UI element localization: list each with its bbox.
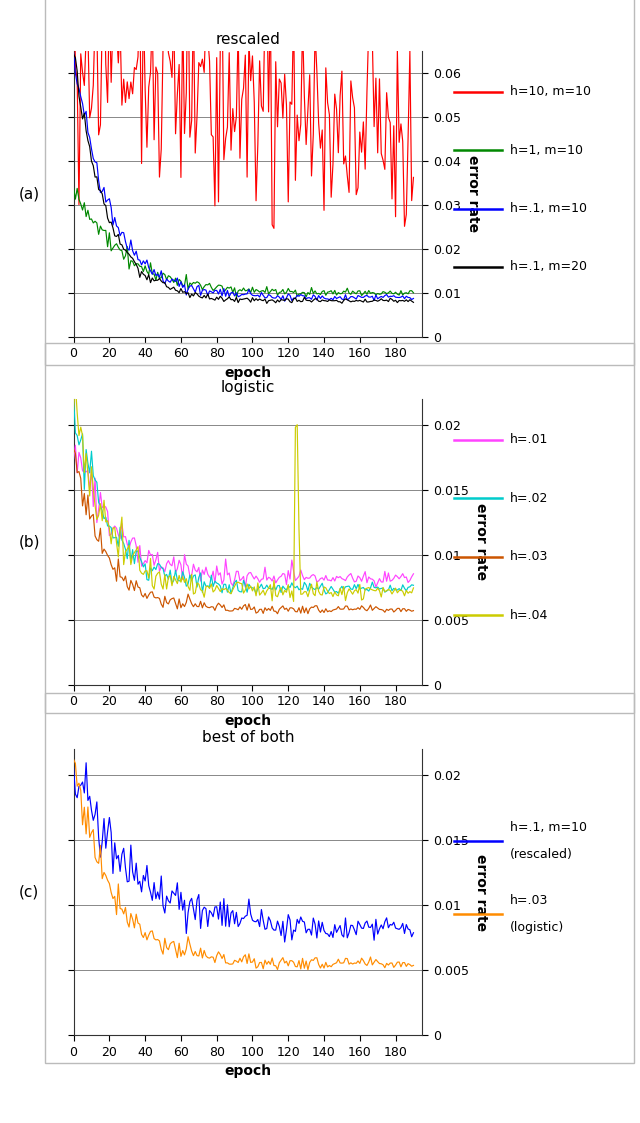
- Text: h=.1, m=20: h=.1, m=20: [510, 261, 587, 274]
- Text: h=.1, m=10: h=.1, m=10: [510, 821, 587, 834]
- Y-axis label: error rate: error rate: [467, 155, 480, 232]
- X-axis label: epoch: epoch: [225, 366, 271, 380]
- Text: h=1, m=10: h=1, m=10: [510, 144, 583, 157]
- Text: h=.03: h=.03: [510, 894, 548, 907]
- Text: (c): (c): [19, 885, 40, 900]
- Text: (a): (a): [19, 186, 40, 201]
- Text: h=.02: h=.02: [510, 492, 548, 505]
- Text: h=10, m=10: h=10, m=10: [510, 85, 591, 99]
- Y-axis label: error rate: error rate: [474, 503, 488, 581]
- Title: best of both: best of both: [202, 730, 294, 745]
- Text: h=.01: h=.01: [510, 433, 548, 447]
- Title: logistic: logistic: [221, 380, 275, 394]
- Text: (logistic): (logistic): [510, 921, 564, 934]
- Y-axis label: error rate: error rate: [474, 853, 488, 931]
- Text: h=.04: h=.04: [510, 609, 548, 622]
- Text: h=.1, m=10: h=.1, m=10: [510, 202, 587, 216]
- Title: rescaled: rescaled: [216, 31, 280, 46]
- Text: h=.03: h=.03: [510, 550, 548, 564]
- Text: (rescaled): (rescaled): [510, 848, 573, 861]
- X-axis label: epoch: epoch: [225, 1065, 271, 1078]
- X-axis label: epoch: epoch: [225, 714, 271, 728]
- Text: (b): (b): [19, 535, 41, 549]
